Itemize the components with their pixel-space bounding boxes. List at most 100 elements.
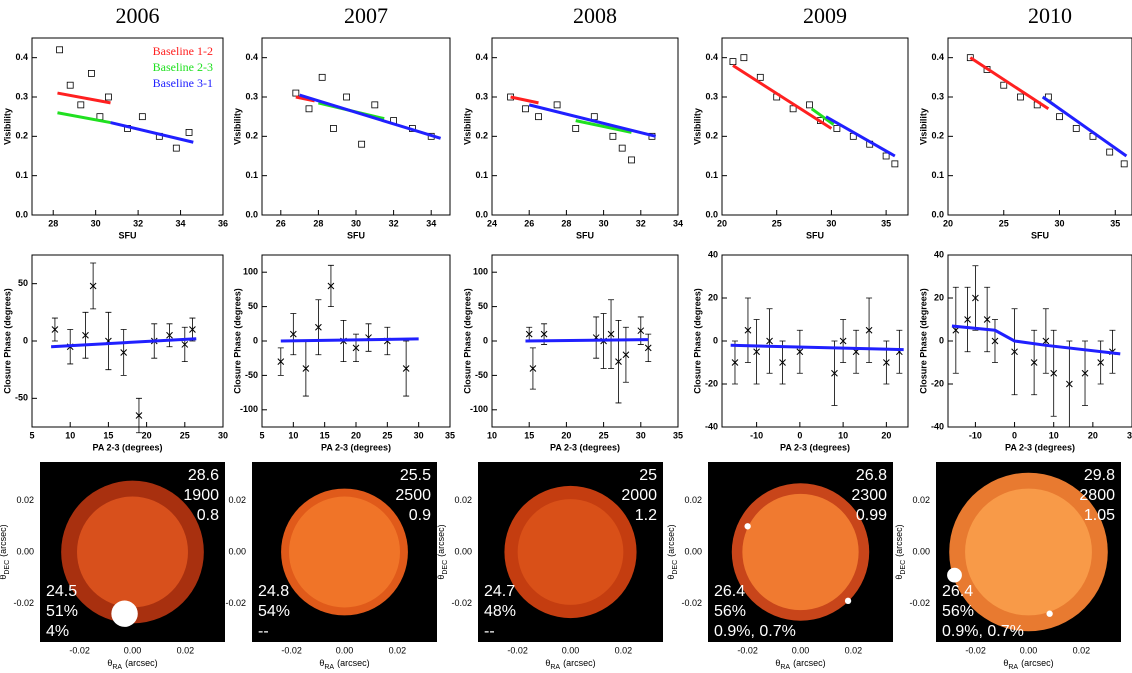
y-axis-label: θDEC (arcsec) [894,524,907,579]
axis-symbol: θ [436,575,446,580]
axis-unit: (arcsec) [210,524,220,557]
fit-line [57,111,111,125]
x-tick-label: 10 [65,430,75,440]
point [883,359,890,366]
overlay-label: 1.2 [635,507,657,524]
point [766,337,773,345]
x-axis-label: θRA (arcsec) [545,658,595,671]
x-tick-label: 32 [636,218,646,228]
x-tick-label: 30 [91,218,101,228]
x-tick-label: 30 [351,218,361,228]
point [189,326,196,333]
x-axis-label: SFU [576,230,594,240]
x-axis-label: θRA (arcsec) [1003,658,1053,671]
y-tick-label: -20 [931,378,944,388]
fit-line [57,91,111,105]
y-axis-label: θDEC (arcsec) [436,524,449,579]
point [1056,113,1063,121]
y-tick-label: 100 [243,267,258,277]
point [628,156,635,164]
point [789,105,797,113]
overlay-label: 29.8 [1084,467,1115,484]
point [740,54,748,62]
y-tick-label: 0.3 [15,91,28,101]
plot-frame [31,37,224,216]
x-tick-label: 0.02 [1073,645,1091,655]
point [1097,359,1105,366]
y-tick-label: 0.2 [931,131,944,141]
overlay-label: 24.7 [484,583,515,600]
year-title: 2009 [803,3,847,28]
x-tick-label: 35 [445,430,455,440]
y-tick-label: 0.1 [705,170,718,180]
disk [742,493,859,611]
point [1050,369,1058,377]
x-tick-label: 32 [133,218,143,228]
axis-symbol: θ [1003,658,1008,668]
point [289,330,297,338]
overlay-label: 0.9 [409,507,431,524]
x-tick-label: 15 [320,430,330,440]
axis-symbol: θ [545,658,550,668]
x-tick-label: 25 [180,430,190,440]
overlay-label: 25.5 [400,467,431,484]
x-tick-label: -0.02 [965,645,986,655]
x-tick-label: 0.00 [336,645,354,655]
spot [111,600,138,627]
point [402,365,410,372]
y-tick-label: 0.4 [15,52,28,62]
point [185,128,193,136]
y-tick-label: 0.2 [15,131,28,141]
year-title: 2010 [1028,3,1072,28]
overlay-label: 51% [46,603,78,620]
y-tick-label: -0.02 [451,598,472,608]
y-tick-label: 0.00 [912,546,930,556]
x-tick-label: 20 [351,430,361,440]
point [839,337,847,345]
point [56,46,63,54]
point [964,316,971,323]
overlay-label: 56% [942,603,974,620]
x-axis-label: θRA (arcsec) [319,658,369,671]
overlay-label: 4% [46,623,69,640]
overlay-label: 26.8 [856,467,887,484]
x-tick-label: 0.00 [792,645,810,655]
fit-line [525,338,649,343]
x-tick-label: 0.00 [1020,645,1038,655]
x-axis-label: θRA (arcsec) [775,658,825,671]
axis-unit: (arcsec) [337,658,370,668]
x-tick-label: 28 [561,218,571,228]
point [796,348,804,356]
y-tick-label: 0.3 [475,91,488,101]
axis-symbol: θ [107,658,112,668]
x-tick-label: 5 [29,430,34,440]
point [1017,93,1024,101]
axis-unit: (arcsec) [793,658,826,668]
fit-line [295,95,315,103]
x-tick-label: 20 [717,218,727,228]
point [1000,81,1008,89]
point [731,359,739,366]
y-tick-label: 0.4 [245,52,258,62]
legend-label: Baseline 2-3 [153,60,213,74]
y-tick-label: 0.00 [16,546,34,556]
axis-unit: (arcsec) [1021,658,1054,668]
point [553,101,561,109]
point [618,144,626,152]
overlay-label: -- [258,623,269,640]
fit-line [969,56,1050,111]
spot [844,597,852,605]
overlay-label: 54% [258,603,290,620]
point [166,331,173,339]
axis-subscript: DEC [216,560,223,575]
x-tick-label: 30 [218,430,228,440]
y-axis-label: Visibility [2,108,12,145]
x-tick-label: 10 [288,430,298,440]
y-axis-label: θDEC (arcsec) [666,524,679,579]
x-tick-label: 20 [943,218,953,228]
y-tick-label: -0.02 [909,598,930,608]
overlay-label: 48% [484,603,516,620]
point [609,132,617,140]
disk [77,496,188,608]
